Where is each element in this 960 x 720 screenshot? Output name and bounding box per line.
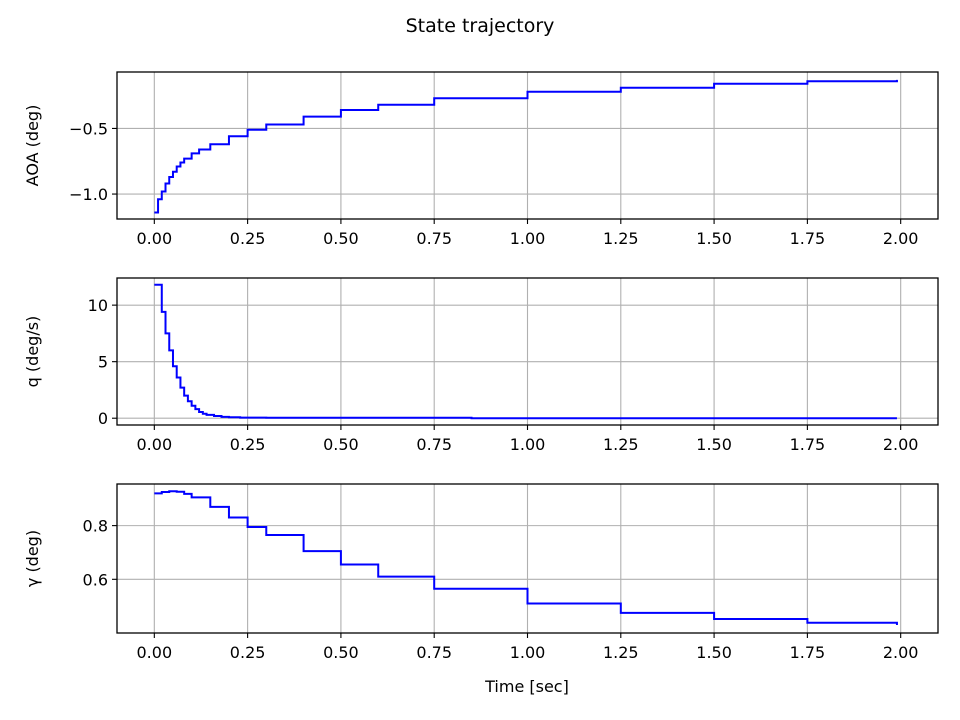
x-tick-label: 0.50 — [323, 435, 359, 454]
y-tick-label: 0.6 — [83, 570, 108, 589]
x-tick-label: 1.25 — [603, 643, 639, 662]
x-tick-label: 0.50 — [323, 643, 359, 662]
x-tick-label: 0.25 — [230, 643, 266, 662]
series-line-1-1 — [154, 79, 898, 214]
x-tick-label: 0.75 — [416, 643, 452, 662]
subplot-3: 0.00 0.25 0.50 0.75 1.00 1.25 1.50 1.75 2.00 0.6 0… — [23, 483, 939, 662]
y-tick-label: −0.5 — [69, 119, 108, 138]
subplot-1: 0.00 0.25 0.50 0.75 1.00 1.25 1.50 1.75 2.00 −1.0… — [23, 71, 939, 248]
plots-group: 0.00 0.25 0.50 0.75 1.00 1.25 1.50 1.75 2.00 −1.0… — [23, 71, 939, 662]
x-tick-label: 0.75 — [416, 435, 452, 454]
y-tick-label: 10 — [88, 296, 108, 315]
x-tick-label: 1.00 — [510, 435, 546, 454]
x-tick-label: 0.25 — [230, 435, 266, 454]
series-line-2-1 — [154, 283, 897, 420]
x-tick-label: 0.25 — [230, 229, 266, 248]
x-tick-label: 1.75 — [790, 435, 826, 454]
y-tick-label: 5 — [98, 353, 108, 372]
x-tick-label: 1.25 — [603, 229, 639, 248]
x-tick-label: 1.00 — [510, 643, 546, 662]
figure-title: State trajectory — [406, 15, 555, 37]
x-tick-label: 1.50 — [696, 643, 732, 662]
x-axis-label: Time [sec] — [484, 677, 569, 696]
x-tick-label: 1.25 — [603, 435, 639, 454]
x-tick-label: 0.00 — [137, 229, 173, 248]
y-axis-label: q (deg/s) — [23, 316, 42, 388]
x-tick-label: 1.75 — [790, 229, 826, 248]
x-tick-label: 0.00 — [137, 435, 173, 454]
y-axis-label: AOA (deg) — [23, 105, 42, 187]
subplot-2: 0.00 0.25 0.50 0.75 1.00 1.25 1.50 1.75 2.00 0 5 10… — [23, 277, 939, 454]
x-tick-label: 2.00 — [883, 229, 919, 248]
x-tick-label: 0.75 — [416, 229, 452, 248]
y-tick-label: −1.0 — [69, 185, 108, 204]
x-tick-label: 1.50 — [696, 229, 732, 248]
x-tick-label: 1.00 — [510, 229, 546, 248]
y-tick-label: 0 — [98, 409, 108, 428]
y-axis-label: γ (deg) — [23, 530, 42, 587]
x-tick-label: 0.50 — [323, 229, 359, 248]
y-tick-label: 0.8 — [83, 517, 108, 536]
x-tick-label: 1.50 — [696, 435, 732, 454]
x-tick-label: 2.00 — [883, 435, 919, 454]
series-line-3-1 — [154, 490, 898, 625]
x-tick-label: 0.00 — [137, 643, 173, 662]
x-tick-label: 2.00 — [883, 643, 919, 662]
x-tick-label: 1.75 — [790, 643, 826, 662]
